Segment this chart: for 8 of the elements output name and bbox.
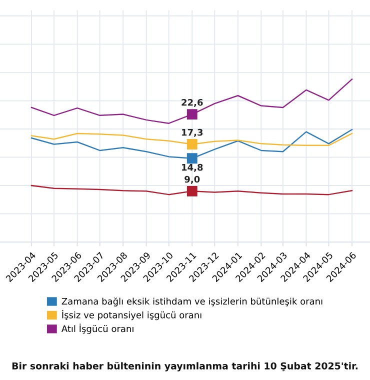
legend-label: İşsiz ve potansiyel işgücü oranı [62, 310, 202, 320]
text: Bir sonraki haber bülteninin yayımlanma tarihi 10 Şubat 2025'tir. [12, 362, 358, 372]
data-label: 14,8 [182, 164, 203, 172]
legend-label: Zamana bağlı eksik istihdam ve işsizlerin bütünleşik oranı [62, 297, 322, 306]
data-label: 17,3 [182, 128, 203, 137]
legend-label: Atıl İşgücü oranı [61, 324, 134, 334]
data-label: 22,6 [182, 98, 203, 107]
data-label: 9,0 [184, 176, 200, 184]
